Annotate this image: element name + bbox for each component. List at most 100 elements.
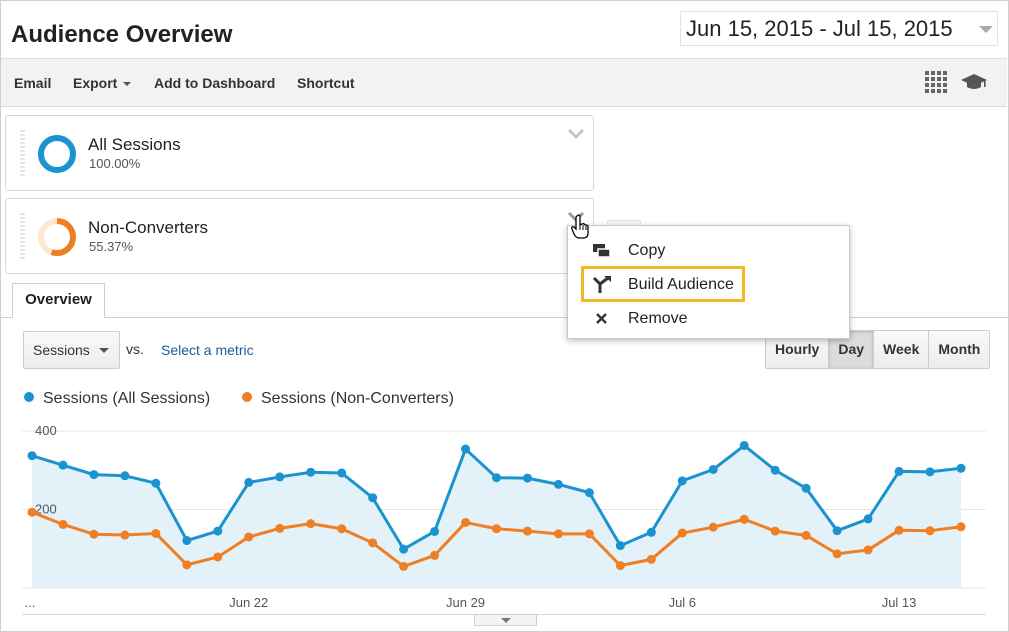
segment-percent: 55.37%	[89, 239, 134, 254]
segment-donut-arc	[38, 135, 76, 173]
data-point	[89, 470, 99, 480]
data-point	[306, 467, 316, 477]
data-point	[832, 549, 842, 559]
data-point	[337, 468, 347, 478]
data-point	[275, 523, 285, 533]
menu-item-copy[interactable]: Copy	[568, 236, 849, 266]
data-point	[151, 528, 161, 538]
period-week-button[interactable]: Week	[874, 331, 930, 368]
legend-item-non-converters[interactable]: Sessions (Non-Converters)	[242, 390, 454, 408]
data-point	[615, 541, 625, 551]
data-point	[151, 478, 161, 488]
x-tick-label: Jun 29	[446, 595, 485, 610]
data-point	[275, 472, 285, 482]
data-point	[863, 514, 873, 524]
data-point	[584, 488, 594, 498]
caret-down-icon	[501, 618, 511, 623]
data-point	[522, 473, 532, 483]
data-point	[399, 544, 409, 554]
data-point	[399, 561, 409, 571]
data-point	[553, 529, 563, 539]
metric-dropdown-label: Sessions	[33, 342, 90, 358]
data-point	[430, 550, 440, 560]
menu-item-label: Remove	[628, 310, 688, 327]
data-point	[492, 473, 501, 483]
grid-icon[interactable]	[925, 71, 948, 94]
data-point	[182, 536, 192, 546]
data-point	[27, 507, 37, 517]
data-point	[677, 476, 687, 486]
data-point	[584, 529, 594, 539]
menu-item-build-audience[interactable]: Build Audience	[568, 270, 849, 300]
x-tick-label: Jul 6	[669, 595, 696, 610]
data-point	[677, 528, 687, 538]
tab-overview[interactable]: Overview	[12, 283, 105, 318]
data-point	[461, 444, 471, 454]
segment-card-all-sessions[interactable]: All Sessions 100.00%	[5, 115, 594, 191]
data-point	[244, 532, 254, 542]
metric-dropdown[interactable]: Sessions	[23, 331, 120, 369]
data-point	[832, 526, 842, 536]
series-area	[32, 445, 961, 588]
legend-dot-icon	[24, 392, 34, 402]
data-point	[739, 514, 749, 524]
data-point	[492, 524, 501, 534]
data-point	[244, 477, 254, 487]
data-point	[894, 525, 904, 535]
copy-icon	[593, 244, 611, 258]
legend-item-all-sessions[interactable]: Sessions (All Sessions)	[24, 390, 210, 408]
data-point	[306, 519, 316, 529]
x-tick-label: Jun 22	[229, 595, 268, 610]
vs-label: vs.	[126, 341, 144, 357]
data-point	[863, 545, 873, 555]
legend-label: Sessions (Non-Converters)	[261, 390, 454, 407]
menu-item-remove[interactable]: Remove	[568, 304, 849, 334]
x-tick-label: Jul 13	[882, 595, 917, 610]
data-point	[646, 527, 656, 537]
export-label: Export	[73, 75, 118, 91]
graduation-cap-icon[interactable]	[961, 72, 987, 92]
select-metric-link[interactable]: Select a metric	[161, 342, 254, 358]
segment-percent: 100.00%	[89, 156, 141, 171]
email-button[interactable]: Email	[14, 75, 52, 91]
segment-card-non-converters[interactable]: Non-Converters 55.37%	[5, 198, 594, 274]
data-point	[956, 463, 966, 473]
data-point	[708, 464, 718, 474]
data-point	[337, 524, 347, 534]
add-to-dashboard-button[interactable]: Add to Dashboard	[154, 75, 276, 91]
page-title: Audience Overview	[11, 21, 233, 48]
data-point	[739, 441, 749, 451]
highlight-box	[581, 266, 745, 302]
period-month-button[interactable]: Month	[929, 331, 990, 368]
data-point	[956, 522, 966, 532]
data-point	[120, 471, 130, 481]
remove-icon	[596, 313, 607, 324]
data-point	[615, 561, 625, 571]
chevron-down-icon	[979, 26, 993, 33]
data-point	[461, 517, 471, 527]
menu-item-label: Copy	[628, 242, 666, 259]
y-tick-label: 200	[35, 502, 57, 517]
report-toolbar: Email Export Add to Dashboard Shortcut	[1, 58, 1007, 107]
data-point	[801, 483, 811, 493]
data-point	[368, 538, 378, 548]
segment-donut-icon	[38, 135, 76, 173]
export-button[interactable]: Export	[73, 75, 132, 91]
data-point	[58, 519, 68, 529]
drag-handle[interactable]	[20, 130, 25, 178]
build-audience-icon	[592, 276, 611, 293]
data-point	[213, 552, 223, 562]
y-tick-label: 400	[35, 423, 57, 438]
data-point	[89, 529, 99, 539]
data-point	[182, 560, 192, 570]
data-point	[27, 451, 37, 461]
date-range-picker[interactable]: Jun 15, 2015 - Jul 15, 2015	[680, 11, 998, 46]
data-point	[925, 526, 935, 536]
drag-handle[interactable]	[20, 213, 25, 261]
data-point	[925, 467, 935, 477]
chart-expand-handle[interactable]	[474, 614, 537, 626]
chevron-down-icon[interactable]	[567, 128, 585, 140]
segment-name: Non-Converters	[88, 218, 208, 237]
tab-divider	[0, 317, 1009, 318]
shortcut-button[interactable]: Shortcut	[297, 75, 355, 91]
